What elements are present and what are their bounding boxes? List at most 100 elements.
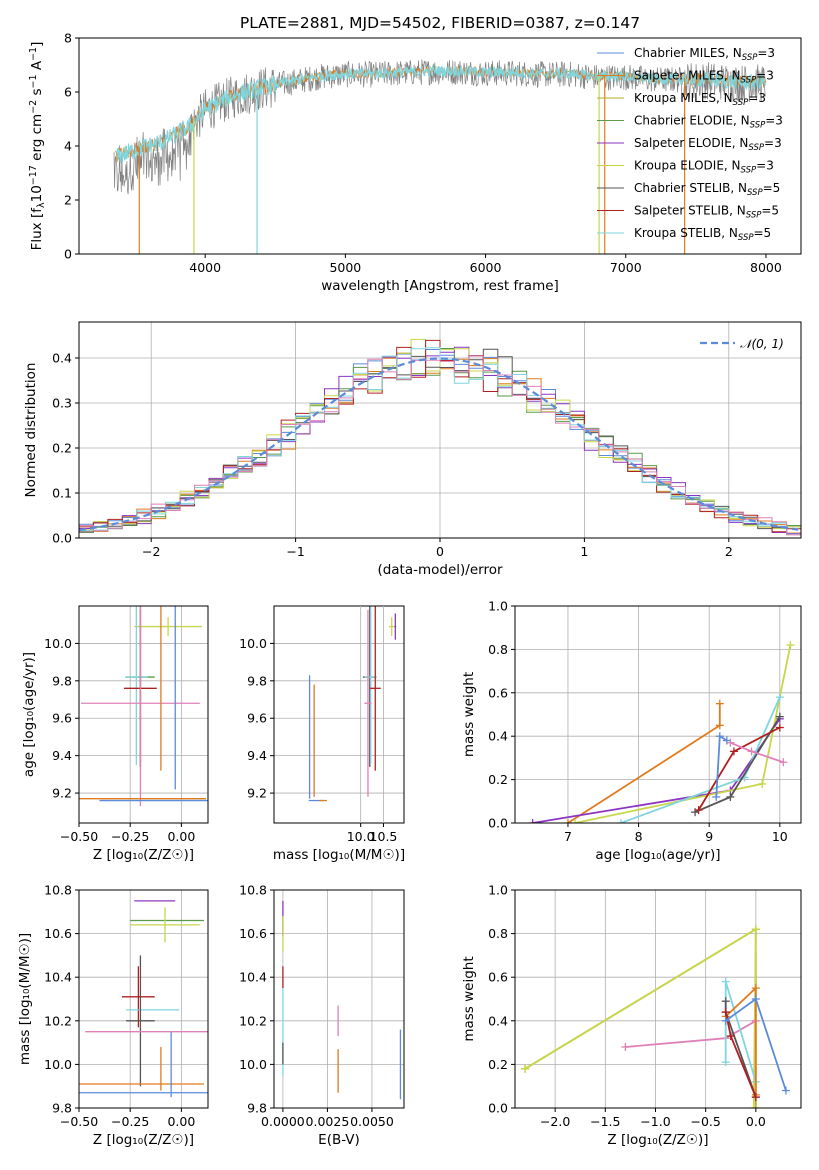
y-tick-label: 9.2 bbox=[52, 786, 72, 801]
weight-line bbox=[524, 927, 757, 1108]
y-tick-label: 0.2 bbox=[488, 1057, 508, 1072]
weight-line bbox=[725, 986, 757, 1095]
y-axis-label-part: −17 bbox=[28, 165, 39, 185]
legend-entry-suffix: =5 bbox=[754, 226, 772, 240]
x-tick-label: −0.5 bbox=[690, 1114, 720, 1129]
legend-entry: Chabrier ELODIE, NSSP=3 bbox=[634, 114, 783, 131]
legend-entry-suffix: =5 bbox=[763, 181, 781, 195]
x-axis-label: Z [log₁₀(Z/Z☉)] bbox=[607, 1132, 708, 1148]
y-tick-label: 0.2 bbox=[488, 772, 508, 787]
y-tick-label: 8 bbox=[64, 31, 72, 46]
y-tick-label: 0.1 bbox=[52, 486, 72, 501]
spectrum-line bbox=[116, 64, 767, 164]
axes-frame bbox=[78, 605, 209, 824]
x-axis-label: age [log₁₀(age/yr)] bbox=[595, 847, 720, 863]
x-tick-label: 6000 bbox=[470, 260, 502, 275]
x-tick-label: 7 bbox=[564, 829, 572, 844]
x-tick-label: 0.0 bbox=[746, 1114, 766, 1129]
chart-title: PLATE=2881, MJD=54502, FIBERID=0387, z=0… bbox=[240, 14, 640, 32]
legend-entry-suffix: =3 bbox=[756, 69, 774, 83]
legend-entry-sub: SSP bbox=[748, 143, 764, 153]
x-tick-label: 10 bbox=[772, 829, 788, 844]
y-tick-label: 9.8 bbox=[247, 673, 267, 688]
y-axis-label-part: A bbox=[29, 60, 45, 74]
x-tick-label: −1.0 bbox=[640, 1114, 670, 1129]
y-tick-label: 9.8 bbox=[52, 673, 72, 688]
y-tick-label: 0.2 bbox=[52, 441, 72, 456]
legend-entry: Kroupa MILES, NSSP=3 bbox=[634, 91, 766, 108]
x-tick-label: 0.00 bbox=[167, 1114, 195, 1129]
panel-mass-vs-Z: −0.50 −0.25 0.00 9.8 10.0 10.2 10.4 10.6 10.8 Z [… bbox=[17, 883, 209, 1148]
y-tick-label: 10.8 bbox=[44, 883, 72, 898]
y-tick-label: 0.6 bbox=[488, 685, 508, 700]
y-axis-label: mass [log₁₀(M/M☉)] bbox=[17, 933, 33, 1065]
y-tick-label: 9.4 bbox=[52, 748, 72, 763]
y-tick-label: 9.8 bbox=[247, 1101, 267, 1116]
histogram-series bbox=[79, 355, 801, 536]
y-axis-label: Flux [fλ10−17 erg cm−2 s−1 A−1] bbox=[28, 42, 47, 251]
legend-entry: Kroupa ELODIE, NSSP=3 bbox=[634, 159, 774, 176]
x-tick-label: 7000 bbox=[610, 260, 642, 275]
y-tick-label: 0.3 bbox=[52, 396, 72, 411]
x-tick-label: 10.5 bbox=[370, 829, 398, 844]
legend-entry-sub: SSP bbox=[738, 233, 754, 243]
y-tick-label: 9.6 bbox=[52, 711, 72, 726]
plot-area bbox=[528, 641, 795, 823]
x-tick-label: −0.50 bbox=[60, 1114, 98, 1129]
plot-area bbox=[308, 606, 397, 802]
x-tick-label: 2 bbox=[725, 544, 733, 559]
axes-frame bbox=[514, 889, 802, 1109]
panel-mass-vs-EBV: 0.0000 0.0025 0.0050 9.8 10.0 10.2 10.4 10.6 10.… bbox=[239, 883, 405, 1148]
weight-line bbox=[724, 1001, 757, 1098]
plot-area bbox=[521, 925, 790, 1108]
y-axis-label-part: −1 bbox=[28, 74, 39, 88]
plot-area bbox=[113, 59, 767, 254]
y-axis-label-part: ] bbox=[29, 42, 45, 47]
y-tick-label: 10.6 bbox=[44, 926, 72, 941]
x-axis-label: (data-model)/error bbox=[377, 562, 503, 578]
legend-entry: Chabrier MILES, NSSP=3 bbox=[634, 46, 775, 63]
y-tick-label: 10.0 bbox=[44, 636, 72, 651]
legend-entry-sub: SSP bbox=[733, 98, 749, 108]
y-axis-label: mass weight bbox=[461, 672, 477, 757]
x-axis-label: mass [log₁₀(M/M☉)] bbox=[273, 847, 405, 863]
weight-line bbox=[532, 718, 781, 823]
y-tick-label: 0.8 bbox=[488, 642, 508, 657]
x-tick-label: −1 bbox=[286, 544, 304, 559]
y-axis-label: mass weight bbox=[461, 956, 477, 1041]
y-tick-label: 1.0 bbox=[488, 599, 508, 614]
x-tick-label: 0.00 bbox=[167, 829, 195, 844]
x-tick-label: 9 bbox=[705, 829, 713, 844]
x-tick-label: 8 bbox=[635, 829, 643, 844]
axes-frame bbox=[514, 605, 802, 824]
y-tick-label: 10.4 bbox=[239, 970, 267, 985]
y-tick-label: 0.0 bbox=[488, 816, 508, 831]
y-tick-label: 9.6 bbox=[247, 711, 267, 726]
panel-residuals: −2 −1 0 1 2 0.0 0.1 0.2 0.3 0.4 (data-model)/error… bbox=[23, 321, 802, 578]
y-tick-label: 2 bbox=[64, 193, 72, 208]
y-tick-label: 10.4 bbox=[44, 970, 72, 985]
legend-entry-suffix: =3 bbox=[756, 159, 774, 173]
weight-line bbox=[694, 716, 781, 813]
y-tick-label: 10.0 bbox=[239, 1057, 267, 1072]
legend-entry-sub: SSP bbox=[747, 188, 763, 198]
x-tick-label: 0.0025 bbox=[306, 1114, 350, 1129]
weight-line bbox=[730, 741, 784, 764]
legend-entry-text: Salpeter STELIB, N bbox=[634, 204, 746, 218]
y-axis-label-part: −2 bbox=[28, 100, 39, 114]
gaussian-curve bbox=[79, 357, 799, 532]
axes-frame bbox=[273, 605, 405, 824]
axes-frame bbox=[78, 889, 209, 1109]
weight-line bbox=[697, 726, 781, 811]
x-tick-label: 0.0050 bbox=[350, 1114, 394, 1129]
y-axis-label-part: 10 bbox=[29, 185, 45, 202]
legend-entry-text: Salpeter ELODIE, N bbox=[634, 136, 748, 150]
legend-entry-sub: SSP bbox=[750, 121, 766, 131]
y-tick-label: 0.0 bbox=[52, 531, 72, 546]
legend-entry-text: Kroupa ELODIE, N bbox=[634, 159, 741, 173]
y-tick-label: 0.6 bbox=[488, 970, 508, 985]
panel-age-vs-Z: −0.50 −0.25 0.00 9.2 9.4 9.6 9.8 10.0 Z [log₁₀(Z… bbox=[21, 605, 209, 863]
y-tick-label: 10.0 bbox=[239, 636, 267, 651]
